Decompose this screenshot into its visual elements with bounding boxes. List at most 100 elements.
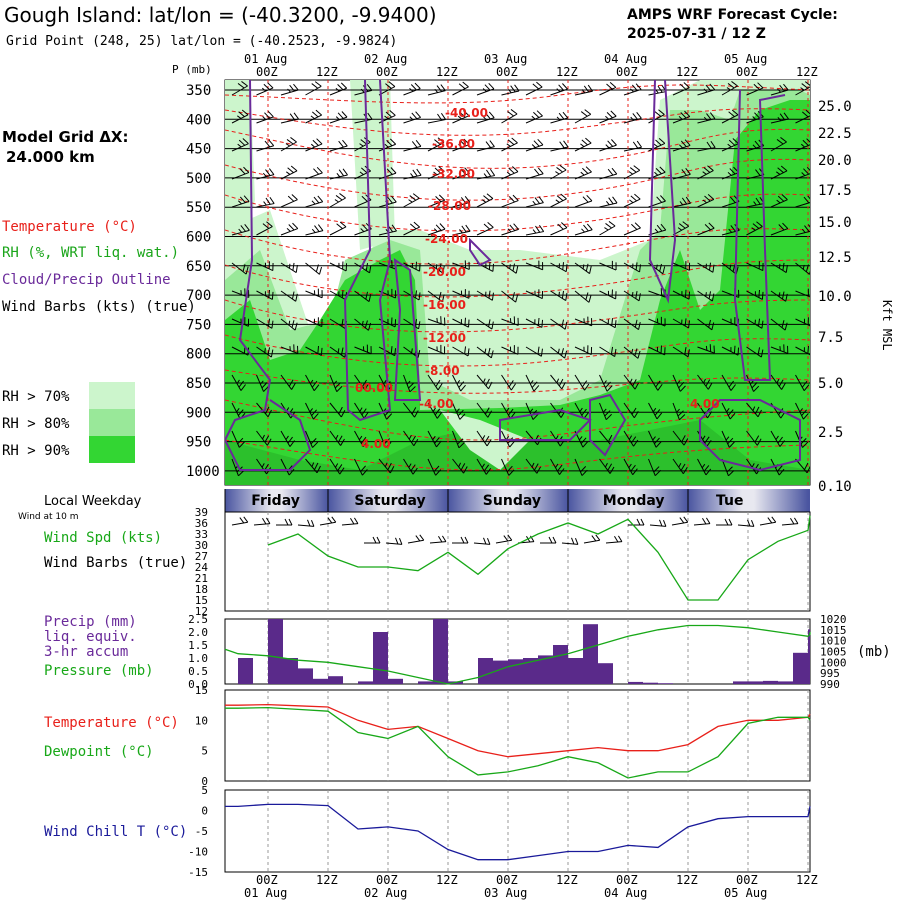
wind-barb (354, 374, 370, 391)
bottom-hour-label: 00Z (736, 873, 758, 887)
wind-panel-frame (224, 511, 811, 612)
wind-barb (795, 317, 810, 328)
t-label: -24.00 (425, 232, 468, 246)
wind-barb (427, 262, 445, 274)
pressure-tick: 1000 (186, 464, 220, 480)
wind-barb (770, 430, 785, 447)
wind-barb (672, 110, 691, 124)
wind-barb (280, 83, 299, 96)
wind-barb (623, 112, 642, 124)
precip-bar (358, 681, 373, 684)
pressure-tick: 850 (186, 376, 211, 392)
panel-y-tick: -5 (195, 825, 208, 838)
wind-chill-line (225, 803, 811, 861)
wind-chill-label: Wind Chill T (°C) (44, 824, 187, 840)
wind-barb (329, 139, 348, 152)
top-hour-label: 00Z (736, 65, 758, 79)
wind-barb (599, 221, 616, 236)
precip-bar (523, 658, 538, 684)
wind-barbs-label: Wind Barbs (true) (44, 555, 187, 571)
wind-barb (550, 140, 569, 152)
wind-barb (403, 193, 420, 208)
wind-barb (623, 193, 641, 208)
temperature-panel-frame (224, 689, 811, 782)
wind-barb (427, 316, 446, 326)
wind-barb (305, 262, 323, 275)
wind-barb (452, 224, 471, 236)
wind-barb (256, 289, 274, 300)
wind-barb (305, 430, 319, 448)
pressure-tick-labels: 350 400 450 500 550 600 650 700 750 800 850 900 950 1… (186, 83, 220, 480)
precip-bar (493, 660, 508, 684)
wind-barb (354, 458, 368, 476)
bottom-hour-label: 12Z (676, 873, 698, 887)
precip-bar (508, 659, 523, 684)
pressure-tick: 650 (186, 259, 211, 275)
page-title: Gough Island: lat/lon = (-40.3200, -9.94… (4, 3, 437, 27)
wind-barb (280, 137, 297, 152)
wind-barb (623, 83, 642, 96)
wind-barb (697, 83, 716, 96)
wind-barb (672, 430, 689, 446)
surface-wind-barb (759, 516, 777, 526)
cloud-outline-9 (699, 399, 801, 472)
precip-bar (388, 678, 403, 684)
wind-barb (697, 458, 712, 476)
wind-barb (476, 318, 494, 330)
bottom-date-label: 04 Aug (604, 886, 647, 900)
wind-barb (476, 346, 494, 359)
rh80-label: RH > 80% (2, 416, 70, 432)
rh80-swatch (89, 409, 135, 436)
pressure-tick: 750 (186, 317, 211, 333)
wind-barb (329, 402, 346, 418)
weekday-label: Monday (603, 493, 665, 509)
wind-barb (574, 194, 593, 208)
pressure-unit-label: (mb) (857, 644, 891, 660)
bottom-hour-label: 12Z (556, 873, 578, 887)
wind-barb (403, 402, 419, 418)
wind-barb (672, 374, 686, 392)
surface-wind-barb (385, 537, 403, 545)
surface-wind-barb (693, 517, 711, 526)
wind-barb (329, 458, 345, 475)
bottom-hour-label: 00Z (616, 873, 638, 887)
top-hour-label: 00Z (376, 65, 398, 79)
wind-barb (795, 81, 810, 96)
surface-wind-barb (628, 518, 645, 526)
wind-barb (795, 345, 810, 356)
top-date-label: 02 Aug (364, 52, 407, 66)
precip-panel: 2.52.01.51.00.50.01020101510101005100099… (188, 613, 846, 691)
wind-barb (623, 262, 641, 273)
wind-barb (354, 430, 369, 448)
bottom-date-label: 01 Aug (244, 886, 287, 900)
bottom-hour-label: 12Z (436, 873, 458, 887)
precip-bar (268, 619, 283, 684)
kft-tick: 2.5 (818, 425, 843, 441)
panel-y-tick: 21 (195, 572, 208, 585)
wind-barb (770, 374, 786, 390)
wind-barb (305, 109, 323, 124)
wind-barb (672, 289, 691, 300)
surface-wind-barb (781, 517, 799, 526)
panel-y-tick: 33 (195, 528, 208, 541)
wind-barb (550, 193, 567, 208)
wind-barb (550, 262, 568, 273)
panel-y-tick: 2.0 (188, 626, 208, 639)
panel-y-tick: 12 (195, 605, 208, 618)
wind-barb (452, 167, 470, 180)
wind-barb (672, 221, 690, 236)
wind-barb (770, 318, 788, 331)
top-hour-label: 12Z (436, 65, 458, 79)
wind-barb (599, 110, 617, 124)
wind-barb (550, 165, 567, 180)
bottom-date-label: 02 Aug (364, 886, 407, 900)
wind-barb (305, 224, 324, 236)
precip-bar (328, 676, 343, 684)
panel-y-tick: 27 (195, 550, 208, 563)
kft-tick: 15.0 (818, 215, 852, 231)
precip-bar (433, 619, 448, 684)
wind-barb (452, 110, 470, 124)
surface-wind-barb (605, 535, 623, 544)
wind-barb (648, 374, 663, 391)
